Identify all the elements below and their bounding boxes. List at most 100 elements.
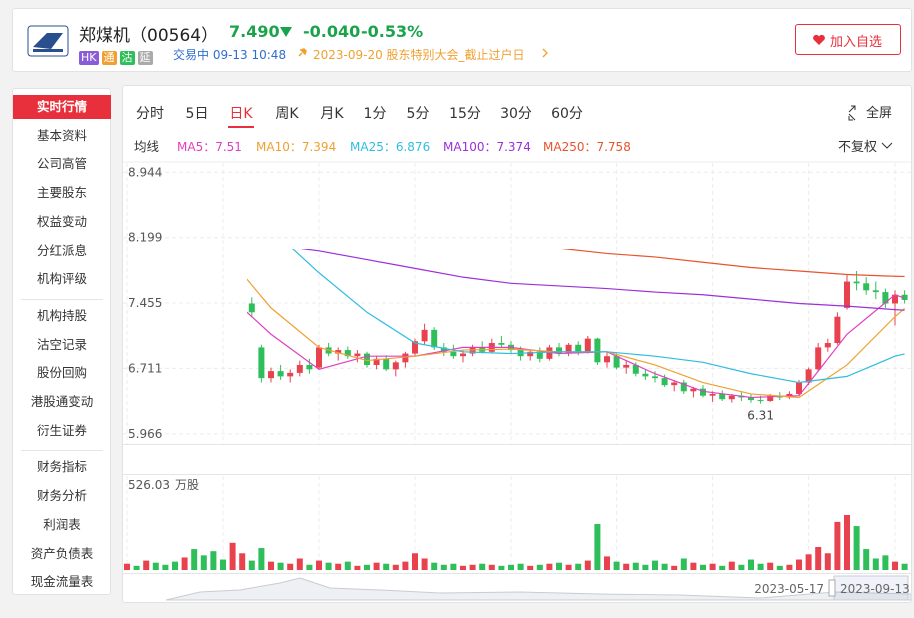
- candle-body: [440, 347, 447, 352]
- volume-bar: [316, 560, 322, 570]
- period-tab[interactable]: 5日: [186, 106, 209, 122]
- candle-body: [709, 393, 716, 396]
- period-tab[interactable]: 月K: [320, 106, 344, 122]
- volume-bar: [402, 561, 409, 570]
- menu-item[interactable]: 机构持股: [36, 307, 87, 323]
- volume-bar: [248, 560, 255, 570]
- period-tab[interactable]: 周K: [275, 106, 299, 122]
- candle-body: [172, 224, 178, 237]
- pin-icon: [298, 48, 307, 57]
- volume-bar: [335, 563, 342, 570]
- plot: 8.6 6.31: [158, 188, 908, 423]
- period-tab[interactable]: 5分: [407, 106, 430, 122]
- menu-item[interactable]: 现金流量表: [30, 574, 94, 590]
- volume-bar: [431, 562, 438, 570]
- volume-bar: [258, 548, 265, 570]
- event[interactable]: 2023-09-20 股东特别大会_截止过户日: [313, 48, 525, 62]
- volume-bar: [575, 563, 582, 570]
- period-tab[interactable]: 60分: [551, 106, 583, 122]
- candle-body: [594, 338, 601, 363]
- candle-body: [316, 347, 322, 368]
- menu-item[interactable]: 财务分析: [36, 488, 87, 504]
- candle-body: [364, 353, 370, 365]
- add-watchlist-button[interactable]: 加入自选: [795, 24, 901, 55]
- menu-item[interactable]: 主要股东: [36, 185, 87, 201]
- menu-item[interactable]: 股份回购: [36, 365, 87, 381]
- menu-item[interactable]: 实时行情: [13, 95, 111, 119]
- x-tick-label: 2023-06-01: [192, 454, 262, 468]
- candle-body: [882, 292, 889, 304]
- tag: 延: [137, 51, 153, 65]
- menu-item[interactable]: 资产负债表: [30, 545, 94, 561]
- volume-max: 526.03 万股: [128, 478, 199, 492]
- navigator-handle[interactable]: [828, 579, 836, 597]
- volume-bar: [325, 562, 332, 570]
- ma-value: 6.876: [396, 140, 430, 154]
- volume-bar: [229, 542, 236, 570]
- volume-bar: [844, 515, 850, 570]
- adjust-select[interactable]: 不复权: [838, 139, 877, 155]
- volume-bar: [469, 564, 476, 570]
- candle-body: [258, 347, 265, 379]
- ma-value: 7.758: [596, 140, 630, 154]
- ma-value: 7.374: [496, 140, 530, 154]
- volume-bar: [546, 563, 553, 570]
- candle-body: [892, 294, 898, 304]
- candle-body: [450, 351, 457, 357]
- candle-body: [412, 341, 418, 354]
- volume-bar: [306, 564, 313, 570]
- high-label: 8.6: [158, 188, 177, 202]
- menu-item[interactable]: 利润表: [43, 516, 81, 532]
- candle-body: [354, 353, 361, 357]
- candle-body: [344, 350, 351, 357]
- x-tick-label: 2023-08-28: [778, 454, 848, 468]
- tag: HK: [79, 51, 99, 65]
- volume-bar: [719, 565, 726, 570]
- volume-bar: [680, 558, 687, 570]
- volume-bar: [210, 551, 217, 570]
- fullscreen[interactable]: 全屏: [866, 105, 892, 121]
- candle-body: [402, 353, 409, 363]
- candle-body: [901, 294, 908, 300]
- chart-panel: 分时 5日 日K 周K 月K 1分 5分 15分 30分 60分 全屏 均线 不复权 MA5：7.51 MA…: [122, 85, 912, 603]
- period-tab[interactable]: 30分: [500, 106, 532, 122]
- candle-body: [661, 378, 668, 386]
- separator: [21, 450, 103, 452]
- volume-bar: [738, 564, 745, 570]
- volume-bar: [767, 562, 774, 570]
- menu-item[interactable]: 衍生证券: [36, 422, 87, 438]
- volume-bar: [805, 554, 812, 570]
- menu-item[interactable]: 港股通变动: [30, 394, 94, 409]
- sidebar: 实时行情基本资料公司高管主要股东权益变动分红派息机构评级机构持股沽空记录股份回购…: [12, 88, 111, 595]
- period-tab[interactable]: 日K: [229, 106, 253, 122]
- fullscreen-icon: [848, 105, 856, 121]
- ma-legend: MA10：7.394: [256, 140, 336, 154]
- volume-bar: [901, 563, 908, 570]
- candle-body: [872, 290, 879, 293]
- menu-item[interactable]: 机构评级: [36, 271, 87, 287]
- volume-bar: [421, 558, 428, 570]
- menu-item[interactable]: 权益变动: [36, 213, 87, 229]
- period-tab[interactable]: 1分: [364, 106, 387, 122]
- menu-item[interactable]: 沽空记录: [36, 336, 87, 352]
- menu-item[interactable]: 基本资料: [36, 127, 87, 143]
- candle-body: [757, 400, 764, 402]
- ma-value: 7.51: [215, 140, 242, 154]
- menu-item[interactable]: 公司高管: [36, 156, 87, 172]
- volume-bar: [796, 559, 802, 570]
- volume-bar: [508, 564, 514, 570]
- volume-bar: [671, 565, 678, 570]
- menu-item[interactable]: 财务指标: [36, 459, 87, 475]
- volume-bar: [268, 561, 274, 570]
- volume-bar: [728, 561, 735, 570]
- ma-line: [300, 249, 905, 311]
- separator: [21, 298, 103, 300]
- period-tab[interactable]: 15分: [449, 106, 481, 122]
- candle-body: [728, 395, 735, 400]
- menu-item[interactable]: 分红派息: [36, 242, 87, 258]
- volume-bar: [776, 565, 783, 570]
- header: 郑煤机（00564） 7.490 -0.040 -0.53% HK 通沽延 交易中…: [12, 8, 912, 72]
- period-tab[interactable]: 分时: [136, 106, 164, 122]
